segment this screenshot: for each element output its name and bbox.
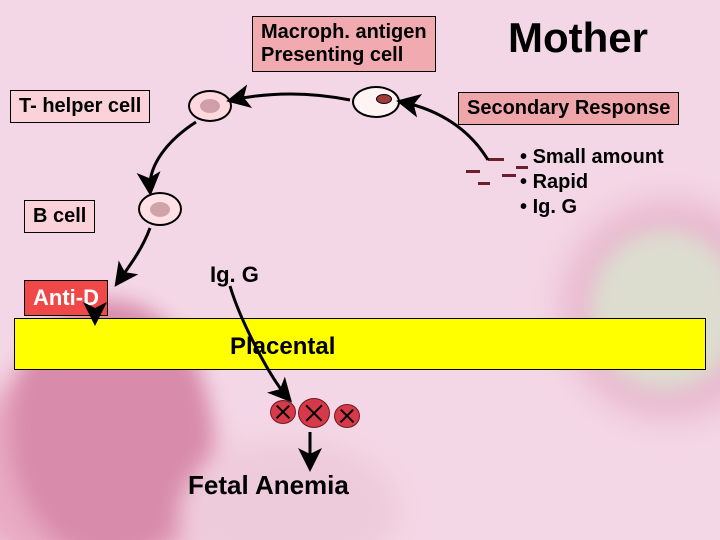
title-mother: Mother [508,14,648,62]
label-placental: Placental [230,333,335,361]
label-secondary-response: Secondary Response [458,92,679,125]
label-anti-d: Anti-D [24,280,108,316]
macrophage-line1: Macroph. antigen [261,21,427,44]
secondary-response-bullets: Small amountRapidIg. G [520,145,664,220]
macrophage-icon [352,86,400,118]
macrophage-line2: Presenting cell [261,44,427,67]
label-fetal-anemia: Fetal Anemia [188,470,349,501]
bullet-item: Rapid [520,170,664,195]
label-t-helper-cell: T- helper cell [10,90,150,123]
label-igg: Ig. G [210,262,259,288]
diagram-canvas: Macroph. antigen Presenting cell Mother … [0,0,720,540]
placental-barrier-bar [14,318,706,370]
label-b-cell: B cell [24,200,95,233]
bullet-item: Small amount [520,145,664,170]
t-helper-cell-icon [188,90,232,122]
label-macrophage-antigen-presenting-cell: Macroph. antigen Presenting cell [252,16,436,72]
b-cell-icon [138,192,182,226]
bullet-item: Ig. G [520,195,664,220]
